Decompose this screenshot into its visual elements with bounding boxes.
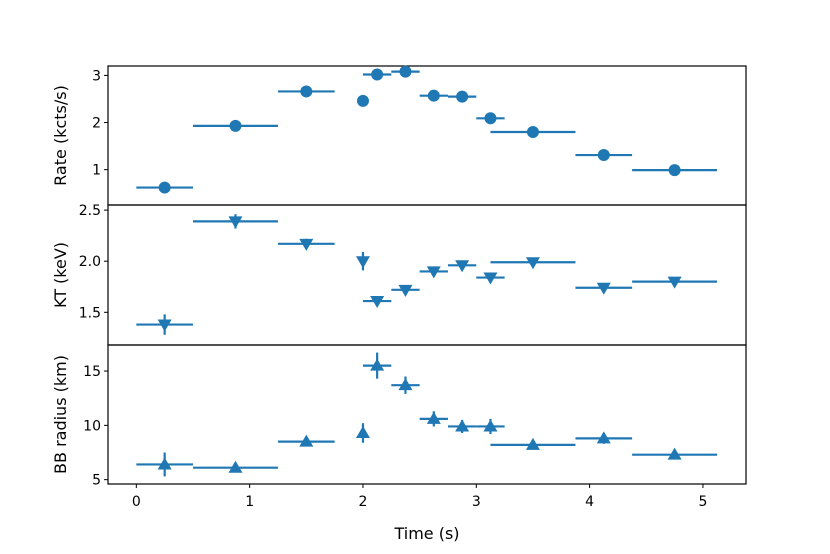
y-tick-label: 10 bbox=[83, 418, 101, 434]
y-axis-label: Rate (kcts/s) bbox=[51, 85, 70, 186]
point-marker bbox=[356, 94, 369, 107]
point-marker bbox=[526, 125, 539, 138]
point-marker bbox=[426, 411, 441, 424]
data-point bbox=[490, 125, 576, 138]
point-marker bbox=[157, 457, 172, 470]
x-tick-label: 2 bbox=[359, 494, 368, 510]
point-marker bbox=[355, 425, 370, 438]
data-point bbox=[490, 437, 576, 450]
point-marker bbox=[427, 89, 440, 102]
point-marker bbox=[228, 460, 243, 473]
data-point bbox=[447, 90, 477, 103]
x-tick-label: 1 bbox=[245, 494, 254, 510]
point-marker bbox=[228, 216, 243, 229]
y-tick-label: 2.0 bbox=[79, 254, 101, 270]
data-point bbox=[277, 238, 335, 251]
point-marker bbox=[371, 68, 384, 81]
point-marker bbox=[398, 378, 413, 391]
panel-1: 1 2 3 Rate (kcts/s) bbox=[51, 65, 747, 206]
point-marker bbox=[426, 266, 441, 279]
x-tick-label: 5 bbox=[698, 494, 707, 510]
data-point bbox=[447, 419, 477, 433]
point-marker bbox=[483, 272, 498, 285]
point-marker bbox=[596, 282, 611, 295]
x-axis-label: Time (s) bbox=[393, 524, 459, 543]
point-marker bbox=[596, 431, 611, 444]
point-marker bbox=[484, 112, 497, 125]
data-point bbox=[575, 431, 633, 444]
data-point bbox=[391, 376, 420, 394]
panel-3: 5 10 15 BB radius (km) 0 1 2 3 4 5 Time (s) bbox=[51, 344, 747, 543]
y-tick-label: 2 bbox=[92, 116, 101, 132]
point-marker bbox=[300, 85, 313, 98]
panel-frame bbox=[107, 204, 747, 346]
point-marker bbox=[668, 164, 681, 177]
point-marker bbox=[483, 419, 498, 432]
data-point bbox=[476, 112, 505, 125]
point-marker bbox=[299, 238, 314, 251]
x-tick-label: 4 bbox=[585, 494, 594, 510]
point-marker bbox=[158, 181, 171, 194]
point-marker bbox=[370, 296, 385, 309]
point-marker bbox=[667, 276, 682, 289]
panel-frame bbox=[107, 65, 747, 206]
point-marker bbox=[597, 149, 610, 162]
point-marker bbox=[399, 65, 412, 78]
data-point bbox=[419, 89, 448, 102]
data-point bbox=[362, 68, 392, 81]
point-marker bbox=[299, 434, 314, 447]
data-point bbox=[575, 149, 633, 162]
data-point bbox=[362, 296, 392, 309]
data-point bbox=[391, 65, 420, 78]
data-point bbox=[192, 119, 278, 132]
y-tick-label: 15 bbox=[83, 364, 101, 380]
point-marker bbox=[370, 358, 385, 371]
y-tick-label: 5 bbox=[92, 473, 101, 489]
point-marker bbox=[355, 256, 370, 269]
point-marker bbox=[229, 119, 242, 132]
data-point bbox=[419, 411, 448, 427]
y-axis-label: KT (keV) bbox=[51, 242, 70, 308]
point-marker bbox=[157, 319, 172, 332]
point-marker bbox=[525, 437, 540, 450]
data-point bbox=[490, 257, 576, 270]
point-marker bbox=[667, 447, 682, 460]
data-point bbox=[476, 418, 505, 435]
y-tick-label: 3 bbox=[92, 68, 101, 84]
data-point bbox=[575, 282, 633, 295]
point-marker bbox=[456, 90, 469, 103]
data-point bbox=[355, 252, 370, 271]
data-point bbox=[277, 85, 335, 98]
data-point bbox=[136, 181, 193, 194]
data-point bbox=[632, 164, 718, 177]
x-tick-label: 0 bbox=[132, 494, 141, 510]
data-point bbox=[362, 352, 392, 379]
data-point bbox=[355, 423, 370, 443]
panel-frame bbox=[107, 344, 747, 485]
data-point bbox=[632, 447, 718, 460]
data-point bbox=[136, 314, 193, 335]
point-marker bbox=[455, 260, 470, 273]
y-tick-label: 1 bbox=[92, 163, 101, 179]
data-point bbox=[419, 266, 448, 279]
data-point bbox=[192, 214, 278, 229]
data-point bbox=[476, 272, 505, 285]
y-axis-label: BB radius (km) bbox=[51, 355, 70, 474]
point-marker bbox=[398, 284, 413, 297]
data-point bbox=[136, 452, 193, 477]
panel-2: 1.5 2.0 2.5 KT (keV) bbox=[51, 203, 747, 346]
data-point bbox=[356, 94, 369, 107]
data-point bbox=[632, 276, 718, 289]
y-tick-label: 2.5 bbox=[79, 203, 101, 219]
data-point bbox=[192, 460, 278, 473]
y-tick-label: 1.5 bbox=[79, 305, 101, 321]
data-point bbox=[391, 284, 420, 297]
point-marker bbox=[455, 419, 470, 432]
data-point bbox=[277, 434, 335, 447]
point-marker bbox=[525, 257, 540, 270]
data-point bbox=[447, 260, 477, 273]
x-tick-label: 3 bbox=[472, 494, 481, 510]
